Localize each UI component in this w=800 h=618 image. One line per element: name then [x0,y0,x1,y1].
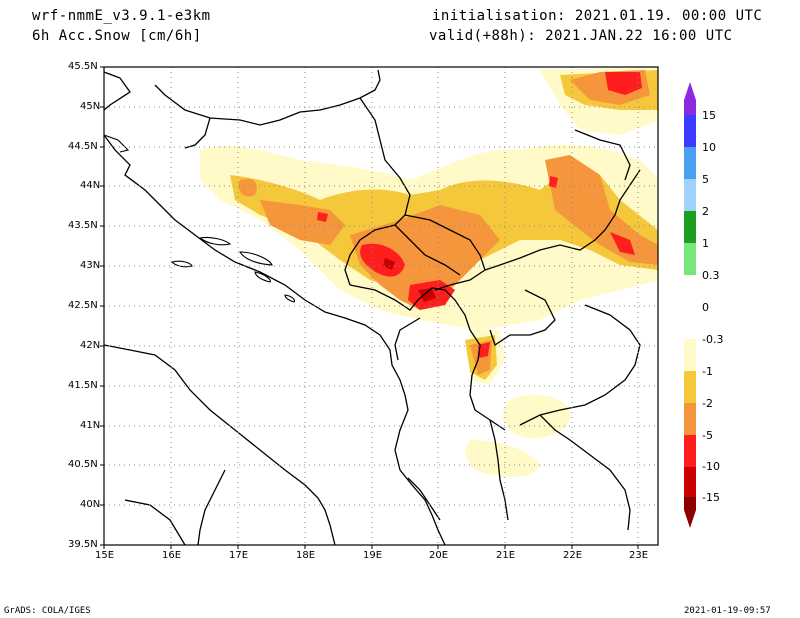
legend-label: -10 [702,460,720,473]
lat-label: 45N [80,101,101,112]
lon-label: 18E [296,550,316,561]
lat-label: 40N [80,499,101,510]
lon-label: 20E [429,550,449,561]
islands [103,134,296,303]
lon-label: 15E [95,550,115,561]
lat-label: 44.5N [68,141,98,152]
snow-field [200,67,658,477]
legend-label: 2 [702,205,709,218]
legend-label: -0.3 [702,333,724,346]
colorbar-swatch-2 [684,179,696,211]
colorbar-bottom-arrow [684,497,696,528]
lat-label: 39.5N [68,539,98,550]
footer-timestamp: 2021-01-19-09:57 [684,606,771,616]
colorbar-swatch-m10 [684,467,696,497]
legend-label: -5 [702,429,713,442]
lat-label: 41N [80,420,101,431]
lat-label: 45.5N [68,61,98,72]
snow-10cm-areas [383,258,436,302]
borders [104,69,641,545]
lon-label: 22E [563,550,583,561]
footer-source: GrADS: COLA/IGES [4,606,91,616]
lat-label: 43.5N [68,220,98,231]
lon-label: 21E [496,550,516,561]
colorbar-swatch-10 [684,115,696,147]
lat-label: 42.5N [68,300,98,311]
colorbar-swatch-1 [684,211,696,243]
legend-label: 15 [702,109,716,122]
lon-label: 19E [363,550,383,561]
colorbar-swatch-m0 [684,307,696,339]
lon-label: 16E [162,550,182,561]
legend-label: 0 [702,301,709,314]
colorbar-swatch-m2 [684,403,696,435]
lon-label: 17E [229,550,249,561]
lat-label: 44N [80,180,101,191]
legend-label: -15 [702,491,720,504]
legend-label: 10 [702,141,716,154]
colorbar-swatch-5 [684,147,696,179]
valid-time: valid(+88h): 2021.JAN.22 16:00 UTC [429,28,733,44]
lat-label: 40.5N [68,459,98,470]
colorbar-swatch-m5 [684,435,696,467]
init-time: initialisation: 2021.01.19. 00:00 UTC [432,8,763,24]
tick-marks [100,66,639,549]
colorbar-swatch-m1 [684,371,696,403]
legend-label: -2 [702,397,713,410]
colorbar [684,82,696,528]
lon-label: 23E [629,550,649,561]
colorbar-swatch-03 [684,243,696,275]
colorbar-swatch-0 [684,275,696,307]
legend-label: 1 [702,237,709,250]
lat-label: 42N [80,340,101,351]
legend-label: 0.3 [702,269,720,282]
model-title: wrf-nmmE_v3.9.1-e3km [32,8,211,24]
legend-label: 5 [702,173,709,186]
legend-label: -1 [702,365,713,378]
colorbar-swatch-m03 [684,339,696,371]
lat-label: 43N [80,260,101,271]
lat-label: 41.5N [68,380,98,391]
variable-title: 6h Acc.Snow [cm/6h] [32,28,202,44]
colorbar-top-arrow [684,82,696,115]
